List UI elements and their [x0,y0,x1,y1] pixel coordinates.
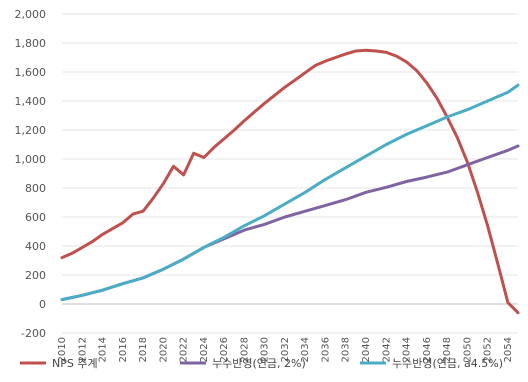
y-axis: -200 0 200 400 600 800 1,000 1,200 1,400 1,600 1,8… [15,8,47,340]
x-axis: 2010 2012 2014 2016 2018 2020 2022 2024 2026 2028… [57,337,514,362]
legend-label: 누수반영(연금, a4.5%) [392,357,503,370]
x-tick-label: 2016 [118,337,129,362]
y-tick-label: 1,800 [15,37,47,50]
y-tick-label: 1,600 [15,66,47,79]
series-line-1 [60,48,520,315]
y-tick-label: 200 [25,269,46,282]
series-line-3 [60,83,520,302]
series-group [60,48,520,315]
legend-label: 누수반영(연금, 2%) [212,357,306,370]
y-tick-label: 1,200 [15,124,47,137]
x-tick-label: 2018 [138,337,149,362]
x-tick-label: 2036 [320,337,331,362]
y-tick-label: 1,000 [15,153,47,166]
x-tick-label: 2010 [57,337,68,362]
x-tick-label: 2054 [503,337,514,362]
x-tick-label: 2052 [483,337,494,362]
x-tick-label: 2014 [98,337,109,362]
legend-label: NPS 추계 [52,357,98,370]
y-tick-label: 0 [39,298,46,311]
x-tick-label: 2034 [300,337,311,362]
x-tick-label: 2012 [77,337,88,362]
x-tick-label: 2038 [341,337,352,362]
gridlines [62,13,518,334]
x-tick-label: 2028 [239,337,250,362]
x-tick-label: 2050 [462,337,473,362]
x-tick-label: 2030 [260,337,271,362]
y-tick-label: 800 [25,182,46,195]
x-tick-label: 2024 [199,337,210,362]
x-tick-label: 2040 [361,337,372,362]
x-tick-label: 2032 [280,337,291,362]
y-tick-label: 1,400 [15,95,47,108]
x-tick-label: 2044 [402,337,413,362]
x-tick-label: 2042 [381,337,392,362]
x-tick-label: 2026 [219,337,230,362]
x-tick-label: 2020 [158,337,169,362]
x-tick-label: 2022 [179,337,190,362]
x-tick-label: 2048 [442,337,453,362]
series-line-2 [60,144,520,302]
x-tick-label: 2046 [422,337,433,362]
y-tick-label: 2,000 [15,8,47,21]
y-tick-label: 600 [25,211,46,224]
y-tick-label: 400 [25,240,46,253]
y-tick-label: -200 [21,327,46,340]
legend: NPS 추계 누수반영(연금, 2%) 누수반영(연금, a4.5%) [20,357,503,370]
